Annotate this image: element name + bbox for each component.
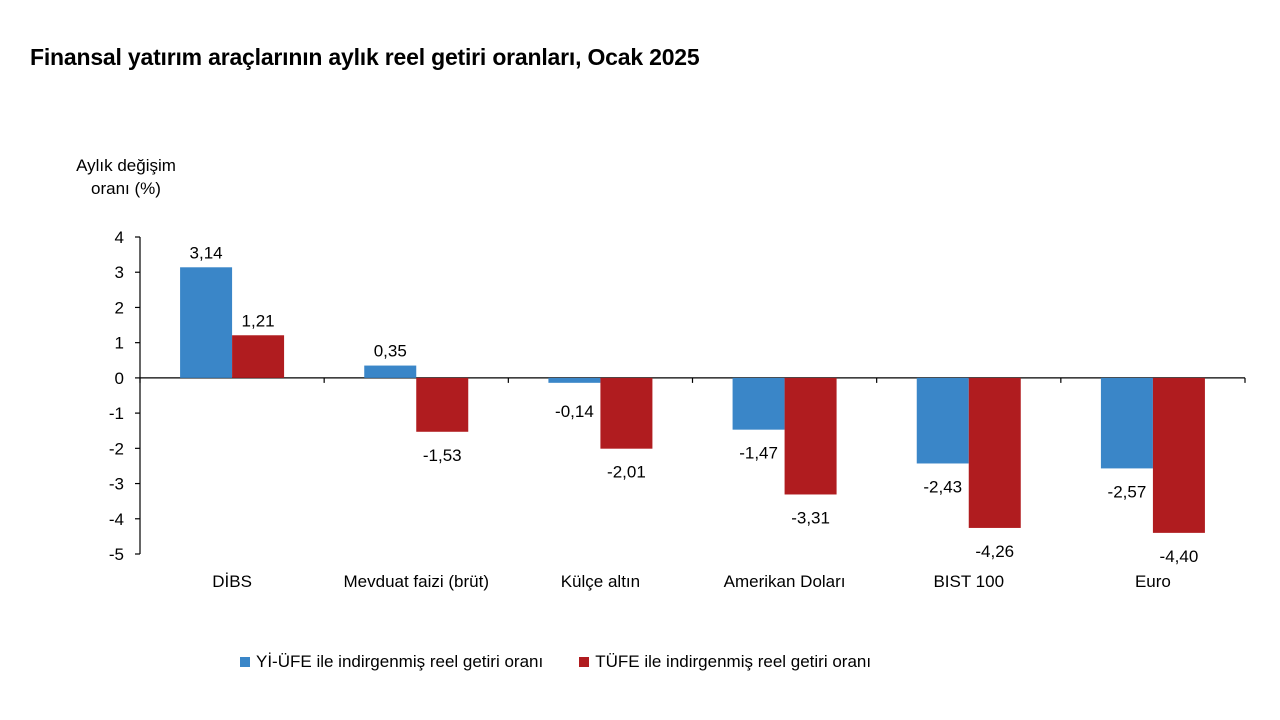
bar <box>916 377 969 464</box>
data-labels: 3,14 0,35 -0,14 -1,47 -2,43 -2,57 1,21 -1,53 -2,… <box>190 243 1199 566</box>
bar <box>1152 377 1205 533</box>
bar <box>784 377 837 495</box>
data-label: -1,47 <box>739 444 778 463</box>
y-tick-label: -4 <box>109 510 124 529</box>
bar <box>1100 377 1153 469</box>
y-tick-label: -2 <box>109 439 124 458</box>
data-label: -2,43 <box>923 477 962 496</box>
data-label: 3,14 <box>190 243 223 262</box>
bars <box>180 267 1205 533</box>
legend: Yİ-ÜFE ile indirgenmiş reel getiri oranı… <box>240 652 907 672</box>
data-label: -4,40 <box>1160 547 1199 566</box>
y-tick-label: 1 <box>115 334 124 353</box>
x-tick-label: DİBS <box>212 572 252 591</box>
legend-label-yi-ufe: Yİ-ÜFE ile indirgenmiş reel getiri oranı <box>256 652 544 671</box>
x-tick-label: Amerikan Doları <box>724 572 846 591</box>
y-tick-label: 0 <box>115 369 124 388</box>
legend-swatch-tufe <box>579 657 590 667</box>
y-axis-label: Aylık değişim oranı (%) <box>56 154 196 200</box>
data-label: -4,26 <box>975 542 1014 561</box>
y-axis-label-line-2: oranı (%) <box>91 179 161 198</box>
data-label: -1,53 <box>423 446 462 465</box>
axes: 4 3 2 1 0 -1 -2 -3 -4 -5 DİBS Mevduat faizi (brüt) K… <box>109 228 1246 591</box>
legend-item-tufe: TÜFE ile indirgenmiş reel getiri oranı <box>579 652 871 672</box>
bar <box>364 365 417 378</box>
data-label: -3,31 <box>791 508 830 527</box>
bar <box>232 335 285 378</box>
data-label: -2,01 <box>607 463 646 482</box>
x-tick-label: Külçe altın <box>561 572 640 591</box>
bar <box>732 377 785 430</box>
chart-title: Finansal yatırım araçlarının aylık reel … <box>30 44 700 70</box>
data-label: 0,35 <box>374 342 407 361</box>
legend-item-yi-ufe: Yİ-ÜFE ile indirgenmiş reel getiri oranı <box>240 652 543 672</box>
bar <box>180 267 233 378</box>
legend-label-tufe: TÜFE ile indirgenmiş reel getiri oranı <box>595 652 872 671</box>
bar <box>416 377 469 432</box>
data-label: -0,14 <box>555 402 594 421</box>
y-tick-label: -1 <box>109 404 124 423</box>
y-tick-label: 3 <box>115 263 124 282</box>
data-label: -2,57 <box>1108 482 1147 501</box>
y-tick-label: 2 <box>115 298 124 317</box>
bar <box>600 377 653 449</box>
bar <box>968 377 1021 528</box>
x-tick-label: Euro <box>1135 572 1171 591</box>
x-tick-label: Mevduat faizi (brüt) <box>344 572 490 591</box>
y-tick-label: 4 <box>115 228 124 247</box>
x-tick-label: BIST 100 <box>933 572 1004 591</box>
y-tick-label: -3 <box>109 475 124 494</box>
legend-swatch-yi-ufe <box>240 657 250 667</box>
y-tick-label: -5 <box>109 545 124 564</box>
y-axis-label-line-1: Aylık değişim <box>76 156 176 175</box>
bar <box>548 377 601 383</box>
data-label: 1,21 <box>242 311 275 330</box>
